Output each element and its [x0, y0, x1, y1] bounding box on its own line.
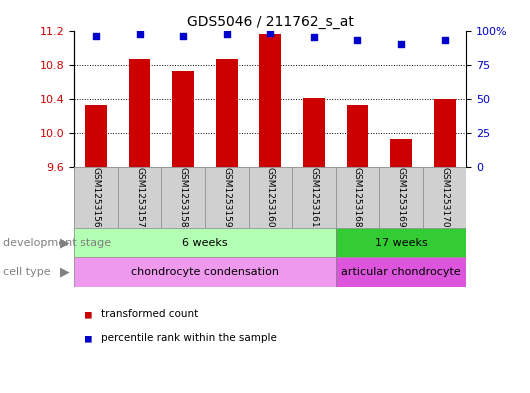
Point [440, 37, 449, 43]
Text: 6 weeks: 6 weeks [182, 238, 228, 248]
Bar [347, 105, 368, 167]
Bar [303, 97, 325, 167]
Text: GSM1253168: GSM1253168 [353, 167, 362, 228]
Bar [161, 167, 205, 228]
Text: 17 weeks: 17 weeks [375, 238, 427, 248]
Bar [74, 167, 118, 228]
Bar [434, 99, 455, 167]
Title: GDS5046 / 211762_s_at: GDS5046 / 211762_s_at [187, 15, 354, 29]
Bar [335, 257, 466, 287]
Bar [249, 167, 292, 228]
Text: GSM1253157: GSM1253157 [135, 167, 144, 228]
Bar [205, 167, 249, 228]
Text: cell type: cell type [3, 267, 50, 277]
Bar [129, 59, 151, 167]
Point [223, 31, 231, 37]
Bar [292, 167, 335, 228]
Text: chondrocyte condensation: chondrocyte condensation [131, 267, 279, 277]
Text: transformed count: transformed count [101, 309, 198, 320]
Point [135, 31, 144, 37]
Bar [379, 167, 423, 228]
Text: GSM1253169: GSM1253169 [396, 167, 405, 228]
Bar [216, 59, 237, 167]
Bar [172, 71, 194, 167]
Point [266, 29, 275, 36]
Point [310, 34, 318, 40]
Text: articular chondrocyte: articular chondrocyte [341, 267, 461, 277]
Text: ■: ■ [85, 309, 92, 320]
Text: GSM1253159: GSM1253159 [222, 167, 231, 228]
Text: GSM1253160: GSM1253160 [266, 167, 275, 228]
Text: GSM1253158: GSM1253158 [179, 167, 188, 228]
Bar [118, 167, 161, 228]
Text: ■: ■ [85, 333, 92, 343]
Bar [74, 228, 335, 257]
Point [397, 40, 405, 47]
Point [92, 32, 100, 39]
Text: ▶: ▶ [60, 266, 69, 279]
Point [353, 37, 361, 43]
Text: GSM1253161: GSM1253161 [310, 167, 319, 228]
Text: development stage: development stage [3, 238, 111, 248]
Bar [85, 105, 107, 167]
Bar [259, 34, 281, 167]
Bar [423, 167, 466, 228]
Text: GSM1253170: GSM1253170 [440, 167, 449, 228]
Text: GSM1253156: GSM1253156 [92, 167, 101, 228]
Text: ▶: ▶ [60, 236, 69, 249]
Point [179, 32, 188, 39]
Bar [335, 167, 379, 228]
Bar [74, 257, 335, 287]
Bar [335, 228, 466, 257]
Bar [390, 139, 412, 167]
Text: percentile rank within the sample: percentile rank within the sample [101, 333, 277, 343]
